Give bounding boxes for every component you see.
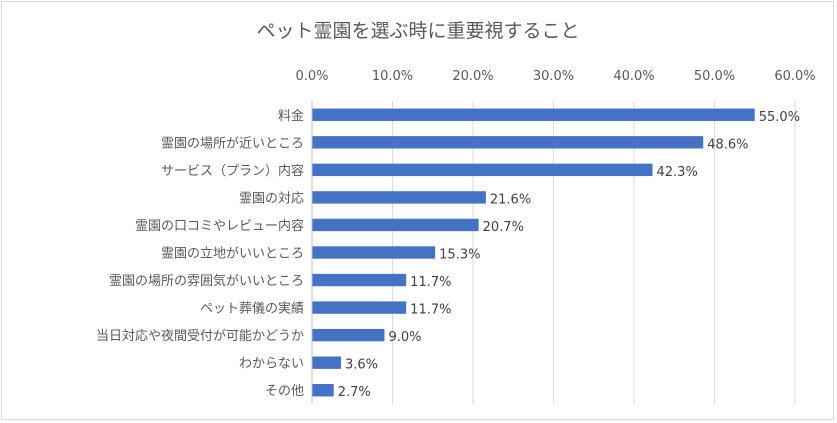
chart-title: ペット霊園を選ぶ時に重要視すること bbox=[256, 20, 579, 42]
bar bbox=[312, 384, 334, 397]
category-label: わからない bbox=[239, 357, 304, 372]
x-tick-label: 30.0% bbox=[533, 69, 574, 84]
data-label: 11.7% bbox=[410, 303, 451, 318]
category-label: 霊園の対応 bbox=[239, 191, 304, 206]
category-label: 当日対応や夜間受付が可能かどうか bbox=[96, 329, 304, 344]
bar bbox=[312, 218, 479, 232]
category-label: 霊園の立地がいいところ bbox=[161, 247, 304, 262]
x-tick-label: 50.0% bbox=[694, 69, 735, 84]
category-label: その他 bbox=[265, 384, 304, 399]
x-tick-label: 10.0% bbox=[372, 69, 413, 84]
category-label: 霊園の場所の雰囲気がいいところ bbox=[109, 273, 304, 289]
data-label: 9.0% bbox=[388, 330, 421, 345]
bar bbox=[312, 328, 385, 342]
x-tick-label: 40.0% bbox=[613, 69, 654, 84]
x-tick-label: 0.0% bbox=[295, 69, 328, 84]
bars bbox=[312, 108, 755, 397]
data-label: 48.6% bbox=[707, 137, 748, 152]
data-label: 55.0% bbox=[759, 110, 800, 125]
gridlines bbox=[392, 101, 796, 404]
category-label: 霊園の口コミやレビュー内容 bbox=[135, 218, 304, 234]
x-tick-label: 20.0% bbox=[452, 69, 493, 84]
category-label: ペット葬儀の実績 bbox=[200, 301, 304, 317]
data-label: 21.6% bbox=[490, 192, 531, 207]
x-tick-label: 60.0% bbox=[774, 69, 815, 84]
category-label: 霊園の場所が近いところ bbox=[161, 136, 304, 151]
category-label: 料金 bbox=[278, 108, 304, 124]
bar bbox=[312, 191, 486, 204]
bar bbox=[312, 108, 755, 121]
bar bbox=[312, 136, 704, 149]
data-label: 20.7% bbox=[483, 220, 524, 235]
data-label: 3.6% bbox=[345, 358, 378, 373]
bar bbox=[312, 273, 407, 287]
bar bbox=[312, 163, 653, 177]
bar bbox=[312, 301, 407, 314]
bar bbox=[312, 246, 436, 259]
bar bbox=[312, 356, 341, 369]
data-label: 15.3% bbox=[439, 248, 480, 263]
data-label: 2.7% bbox=[338, 385, 371, 400]
data-label: 11.7% bbox=[410, 275, 451, 290]
data-labels: 55.0% 48.6% 42.3% 21.6% 20.7%15.3% 11.7% 11.7%… bbox=[338, 110, 800, 400]
x-axis-tick-labels: 0.0% 10.0% 20.0% 30.0% 40.0% 50.0% 60.0% bbox=[295, 69, 815, 84]
category-labels: 料金霊園の場所が近いところサービス（プラン）内容霊園の対応霊園の口コミやレビュー… bbox=[96, 108, 304, 399]
data-label: 42.3% bbox=[657, 165, 698, 180]
category-label: サービス（プラン）内容 bbox=[161, 163, 304, 179]
